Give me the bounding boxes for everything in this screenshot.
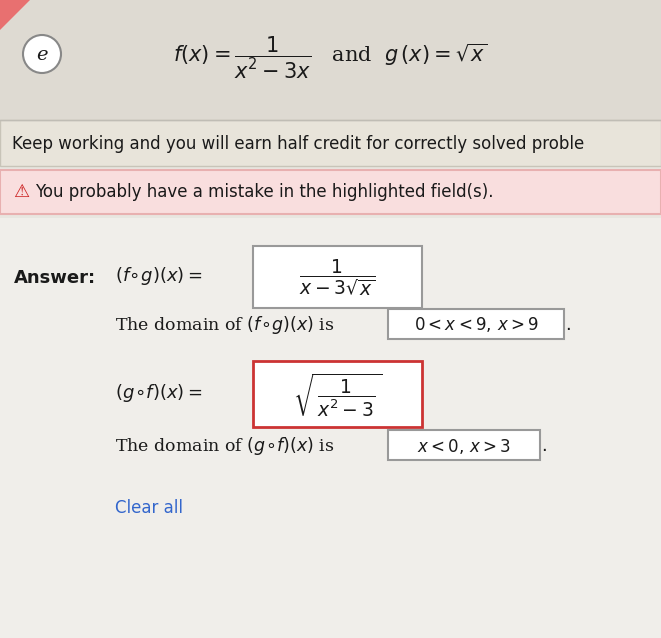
Text: .: . (541, 437, 547, 455)
Text: $\dfrac{1}{x-3\sqrt{x}}$: $\dfrac{1}{x-3\sqrt{x}}$ (299, 258, 375, 299)
Text: The domain of $(f\!\circ\! g)(x)$ is: The domain of $(f\!\circ\! g)(x)$ is (115, 314, 335, 336)
Text: Clear all: Clear all (115, 499, 183, 517)
Polygon shape (0, 0, 30, 30)
FancyBboxPatch shape (388, 309, 564, 339)
Bar (0, 218, 661, 638)
Bar (0, 170, 661, 214)
FancyBboxPatch shape (253, 246, 422, 308)
Text: .: . (565, 316, 570, 334)
Text: $(f\!\circ\! g)(x)=$: $(f\!\circ\! g)(x)=$ (115, 265, 202, 287)
FancyBboxPatch shape (388, 430, 540, 460)
Text: The domain of $(g\!\circ\! f)(x)$ is: The domain of $(g\!\circ\! f)(x)$ is (115, 435, 335, 457)
Text: $(g\!\circ\! f)(x)=$: $(g\!\circ\! f)(x)=$ (115, 382, 202, 404)
Bar (0, 0, 661, 120)
Text: Answer:: Answer: (14, 269, 96, 287)
Text: $0 < x < 9,\, x > 9$: $0 < x < 9,\, x > 9$ (414, 316, 538, 334)
FancyBboxPatch shape (253, 361, 422, 427)
Text: $x < 0,\, x > 3$: $x < 0,\, x > 3$ (417, 436, 511, 456)
Text: $f(x)=\dfrac{1}{x^2-3x}$   and  $g\,(x)=\sqrt{x}$: $f(x)=\dfrac{1}{x^2-3x}$ and $g\,(x)=\sq… (173, 35, 487, 81)
Text: ⚠: ⚠ (13, 183, 29, 201)
Bar (0, 120, 661, 166)
Text: e: e (36, 46, 48, 64)
Circle shape (23, 35, 61, 73)
Text: $\sqrt{\,\dfrac{1}{x^2-3}\,}$: $\sqrt{\,\dfrac{1}{x^2-3}\,}$ (293, 371, 383, 419)
Text: Keep working and you will earn half credit for correctly solved proble: Keep working and you will earn half cred… (12, 135, 584, 153)
Text: You probably have a mistake in the highlighted field(s).: You probably have a mistake in the highl… (35, 183, 494, 201)
